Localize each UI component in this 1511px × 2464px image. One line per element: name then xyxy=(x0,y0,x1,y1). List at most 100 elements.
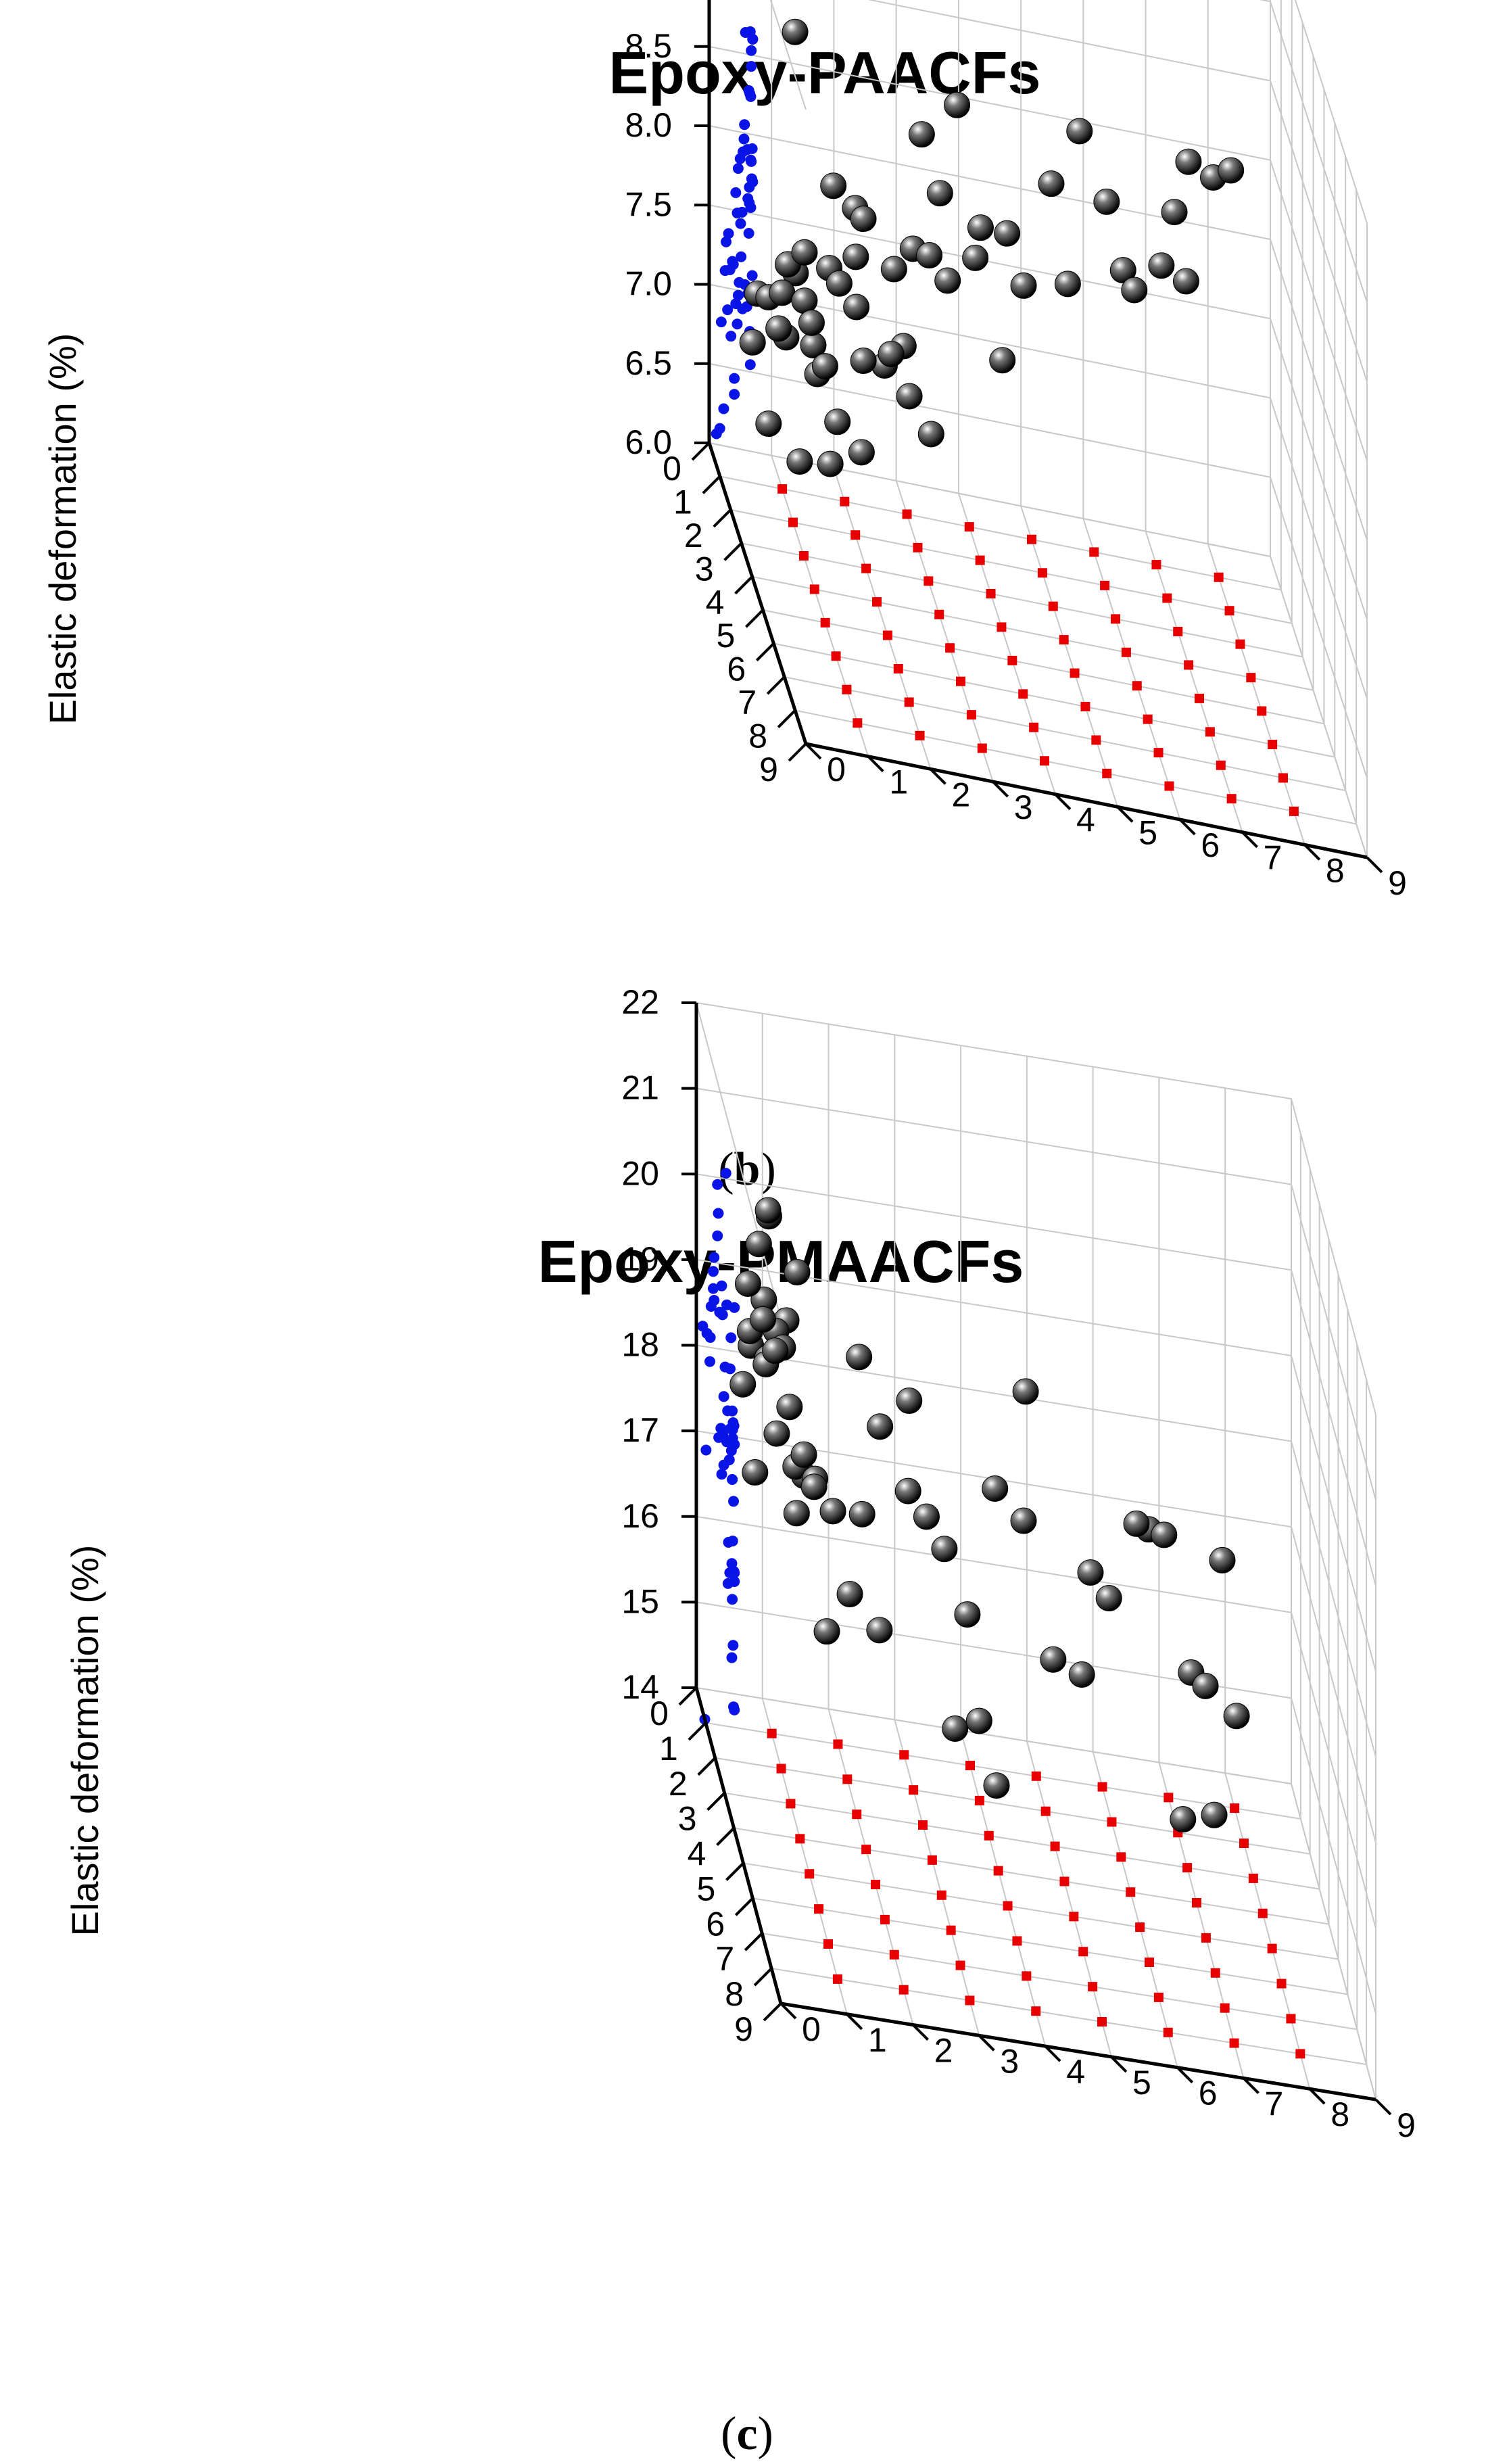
projection-xz-point xyxy=(727,1594,738,1605)
projection-xz-point xyxy=(712,1230,723,1241)
projection-xz-point xyxy=(717,1309,728,1321)
projection-xz-point xyxy=(739,119,750,131)
projection-xy-point xyxy=(1214,572,1224,582)
y-tick xyxy=(992,780,1009,798)
projection-xy-point xyxy=(788,517,798,527)
scatter-point xyxy=(1010,272,1037,299)
y-tick-label: 8 xyxy=(1326,851,1345,889)
projection-xy-point xyxy=(776,1763,786,1774)
projection-xy-point xyxy=(1029,722,1039,732)
projection-xy-point xyxy=(767,1728,777,1738)
y-tick-label: 3 xyxy=(1000,2042,1019,2080)
scatter-point xyxy=(1054,270,1081,298)
scatter-point xyxy=(842,243,869,270)
x-tick xyxy=(723,542,743,561)
projection-xy-point xyxy=(842,1774,853,1784)
scatter-point xyxy=(1209,1546,1236,1573)
projection-xy-point xyxy=(955,1960,965,1970)
x-tick-label: 5 xyxy=(717,617,736,655)
projection-xz-point xyxy=(746,143,758,154)
projection-xy-point xyxy=(1069,1912,1079,1922)
gridline-floor xyxy=(1270,556,1368,858)
gridlines xyxy=(696,1002,1376,2100)
x-tick xyxy=(777,709,796,728)
projection-xy-point xyxy=(965,1995,975,2006)
z-tick-label: 20 xyxy=(621,1154,659,1192)
y-tick xyxy=(1176,2066,1194,2084)
x-tick-label: 1 xyxy=(673,483,692,521)
projection-xy-point xyxy=(1286,2014,1296,2024)
projection-xy-point xyxy=(850,530,861,540)
projection-xz-point xyxy=(716,1469,727,1480)
z-tick-label: 16 xyxy=(621,1497,659,1535)
z-axis-label: Elastic deformation (%) xyxy=(64,1545,106,1937)
gridline-floor xyxy=(1145,531,1243,832)
projection-xz-point xyxy=(736,251,747,262)
projection-xz-point xyxy=(708,1283,719,1294)
projection-xz-point xyxy=(729,373,740,384)
gridline-floor xyxy=(1092,1751,1178,2068)
scatter-points xyxy=(729,1197,1250,1833)
projection-xz-point xyxy=(743,228,754,239)
y-tick-label: 4 xyxy=(1076,801,1095,839)
chart-title: Epoxy-PAACFs xyxy=(609,39,1041,106)
scatter-point xyxy=(734,1271,761,1298)
x-tick-label: 3 xyxy=(695,550,714,588)
projection-xy-point xyxy=(882,630,892,640)
x-tick xyxy=(745,609,764,628)
gridline-floor xyxy=(794,709,1357,825)
projection-xz-point xyxy=(723,228,734,239)
projection-xy-point xyxy=(1027,534,1036,544)
panel-label-c: (c) xyxy=(721,2408,773,2460)
projection-xz-point xyxy=(722,304,734,316)
gridline-floor xyxy=(1291,1783,1376,2100)
scatter-point xyxy=(942,1715,969,1742)
projection-xy-point xyxy=(1031,1771,1041,1781)
gridline-floor xyxy=(784,676,1346,792)
z-tick-label: 21 xyxy=(621,1069,659,1107)
projection-xy-point xyxy=(904,697,914,707)
projection-xy-point xyxy=(1135,1922,1145,1933)
projection-xy-point xyxy=(1097,1782,1107,1792)
x-tick-label: 9 xyxy=(759,751,778,788)
y-tick-label: 1 xyxy=(889,763,908,801)
scatter-point xyxy=(1151,1521,1178,1548)
gridline-floor xyxy=(734,1827,1329,1925)
projection-xz-point xyxy=(747,33,759,45)
x-tick-label: 0 xyxy=(663,450,681,488)
y-tick xyxy=(805,742,822,760)
projection-xy-point xyxy=(853,718,863,728)
projection-xy-point xyxy=(1151,560,1161,570)
y-tick xyxy=(1303,843,1321,861)
gridline-floor xyxy=(960,1730,1047,2047)
scatter-point xyxy=(729,1371,757,1398)
scatter-point xyxy=(813,1618,840,1645)
gridline-floor xyxy=(752,575,1314,691)
x-tick-label: 6 xyxy=(706,1905,725,1943)
x-tick xyxy=(697,1757,717,1776)
projection-xy-point xyxy=(946,1925,956,1935)
x-tick-label: 7 xyxy=(738,684,757,721)
projection-xy-point xyxy=(1018,689,1028,699)
scatter-point xyxy=(896,1388,923,1415)
scatter-point xyxy=(783,1500,810,1527)
projection-xy-point xyxy=(1257,706,1267,716)
scatter-point xyxy=(1010,1507,1037,1534)
y-tick-label: 1 xyxy=(868,2021,887,2059)
y-tick xyxy=(1044,2045,1061,2062)
projection-xz-point xyxy=(742,193,754,204)
x-tick-label: 5 xyxy=(697,1870,716,1908)
gridline-floor xyxy=(762,1933,1358,2031)
projection-xy-point xyxy=(1163,2027,1173,2037)
y-tick xyxy=(846,2013,863,2031)
projection-xz-point xyxy=(723,1454,735,1465)
scatter-point xyxy=(811,353,838,380)
projection-xy-point xyxy=(1059,635,1069,645)
projection-xz-point xyxy=(746,61,757,72)
projection-xy-point xyxy=(1184,660,1194,670)
gridline-floor xyxy=(894,1720,980,2036)
scatter-point xyxy=(820,172,847,199)
y-tick xyxy=(1178,818,1196,836)
x-tick xyxy=(706,1792,726,1811)
gridline-floor xyxy=(743,1862,1339,1960)
